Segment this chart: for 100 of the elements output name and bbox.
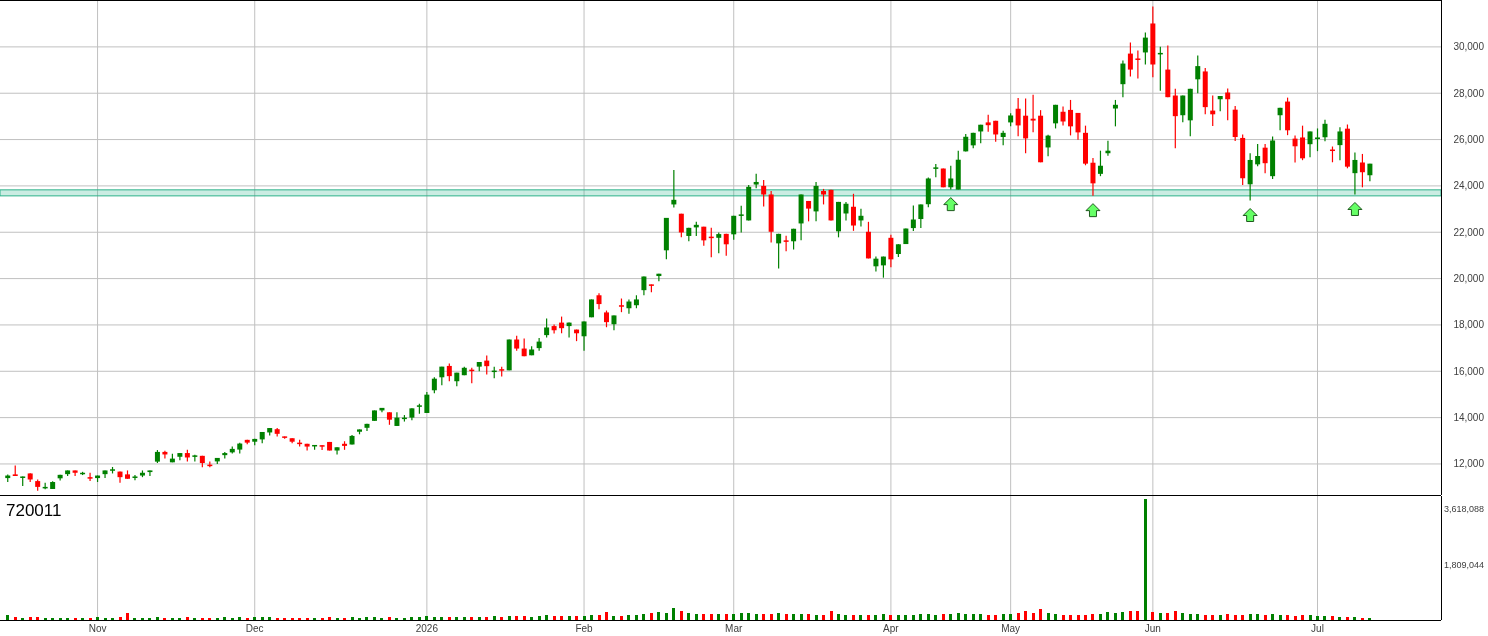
bar: [986, 614, 990, 620]
bar: [530, 616, 534, 620]
candlestick: [1030, 94, 1036, 133]
candlestick: [1045, 134, 1051, 157]
bar: [1248, 614, 1252, 620]
y-tick-label: 18,000: [1453, 319, 1485, 331]
candlestick: [132, 474, 138, 481]
bar: [522, 615, 526, 620]
x-tick-label: Jul: [1311, 623, 1324, 634]
bar: [1151, 612, 1155, 620]
bar: [904, 615, 908, 620]
bar: [1069, 614, 1073, 620]
bar: [96, 617, 100, 620]
bar: [754, 613, 758, 620]
candlestick: [1097, 150, 1103, 177]
candlestick: [1292, 135, 1298, 164]
bar: [911, 614, 915, 620]
bar: [28, 617, 32, 620]
candlestick: [850, 193, 856, 232]
bar: [590, 615, 594, 620]
bar: [328, 617, 332, 620]
bar: [1293, 615, 1297, 620]
candlestick: [716, 231, 722, 254]
candlestick: [1112, 99, 1118, 127]
bar: [440, 616, 444, 620]
y-tick-label: 24,000: [1453, 180, 1485, 192]
bar: [956, 612, 960, 620]
bar: [560, 615, 564, 620]
candlestick: [1075, 112, 1081, 141]
bar: [1173, 611, 1177, 620]
bar: [1256, 613, 1260, 620]
bar: [769, 614, 773, 620]
bar: [1308, 615, 1312, 620]
bar: [994, 615, 998, 620]
bar: [971, 614, 975, 620]
bar: [964, 613, 968, 620]
bar: [851, 615, 855, 620]
candlestick: [1142, 31, 1148, 66]
candlestick: [910, 205, 916, 232]
bar: [732, 613, 736, 620]
bar: [926, 613, 930, 620]
bar: [1121, 612, 1125, 620]
bar: [515, 616, 519, 620]
bar: [649, 612, 653, 620]
bar: [485, 616, 489, 620]
bar: [492, 616, 496, 620]
bar: [1330, 616, 1334, 620]
bar: [1226, 614, 1230, 620]
bar: [582, 615, 586, 620]
bar: [1098, 613, 1102, 620]
bar: [747, 612, 751, 620]
candlestick: [147, 469, 153, 477]
bar: [1278, 615, 1282, 620]
bar: [717, 613, 721, 620]
bar: [537, 616, 541, 620]
bar: [36, 616, 40, 620]
candlestick: [1172, 88, 1178, 149]
bar: [290, 617, 294, 620]
bar: [881, 614, 885, 620]
y-tick-label: 14,000: [1453, 412, 1485, 424]
bar: [387, 617, 391, 620]
bar: [253, 617, 257, 620]
bar: [410, 617, 414, 620]
bar: [365, 617, 369, 620]
bar: [447, 616, 451, 620]
bar: [1345, 616, 1349, 620]
candlestick: [551, 323, 557, 335]
bar: [13, 617, 17, 620]
candlestick: [304, 443, 310, 452]
bar: [634, 615, 638, 620]
x-tick-label: Jun: [1144, 623, 1161, 634]
bar: [1286, 615, 1290, 620]
bar: [1338, 616, 1342, 620]
bar: [642, 614, 646, 620]
bar: [1271, 614, 1275, 620]
y-tick-label: 1,809,044: [1443, 559, 1484, 570]
bar: [664, 612, 668, 620]
bar: [1091, 614, 1095, 620]
candlestick: [1023, 97, 1029, 154]
candlestick: [776, 233, 782, 270]
bar: [814, 614, 818, 620]
bar: [829, 610, 833, 620]
bar: [627, 615, 631, 620]
bar: [1136, 611, 1140, 620]
bar: [470, 616, 474, 620]
bar: [350, 617, 354, 620]
bar: [1188, 613, 1192, 620]
bar: [6, 615, 10, 620]
bar: [1263, 614, 1267, 620]
bar: [702, 614, 706, 620]
bar: [859, 615, 863, 620]
bar: [51, 617, 55, 620]
bar: [81, 617, 85, 620]
bar: [372, 616, 376, 620]
candlestick: [544, 317, 550, 339]
bar: [1031, 612, 1035, 620]
candlestick: [581, 320, 587, 352]
bar: [799, 613, 803, 620]
candlestick: [948, 165, 954, 191]
bar: [1083, 614, 1087, 620]
